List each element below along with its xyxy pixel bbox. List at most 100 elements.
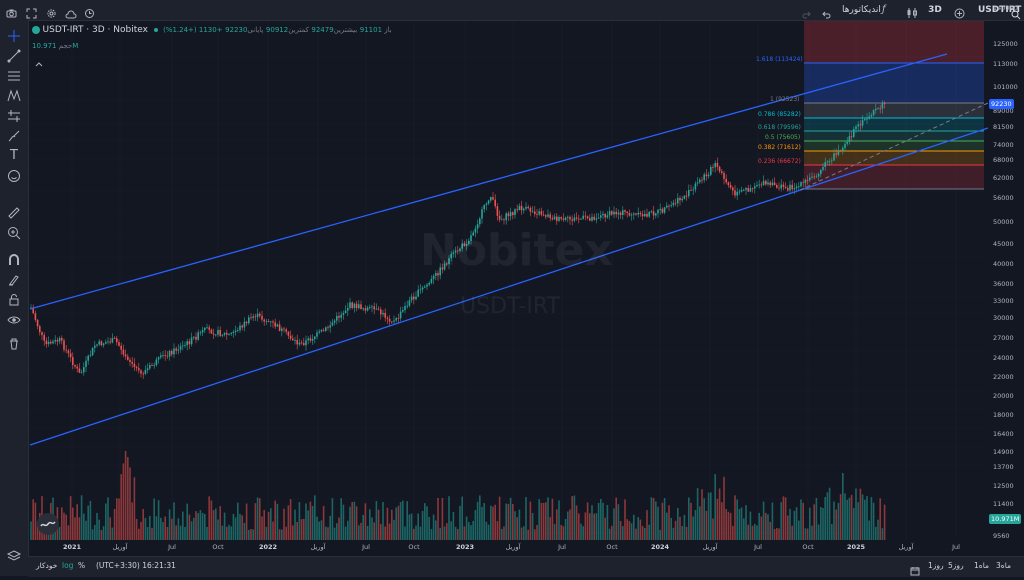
volume-bar bbox=[593, 513, 595, 540]
fib-zone bbox=[804, 103, 984, 118]
timeframe-button[interactable]: 3D bbox=[928, 5, 942, 15]
candle-body bbox=[336, 315, 338, 321]
percent-scale-button[interactable]: % bbox=[78, 561, 86, 570]
candle-body bbox=[164, 354, 166, 356]
fib-retracement-icon[interactable] bbox=[6, 68, 22, 84]
trash-icon[interactable] bbox=[6, 336, 22, 352]
candle-body bbox=[773, 182, 776, 185]
candle-body bbox=[626, 211, 628, 213]
candle-body bbox=[327, 327, 329, 329]
emoji-icon[interactable] bbox=[6, 168, 22, 184]
candle-body bbox=[820, 169, 822, 175]
zoom-in-icon[interactable] bbox=[6, 225, 22, 241]
camera-icon[interactable] bbox=[6, 4, 17, 18]
candle-body bbox=[613, 211, 615, 215]
collapse-chevron-icon[interactable] bbox=[34, 53, 44, 67]
calendar-goto-icon[interactable] bbox=[910, 561, 920, 576]
auto-scale-button[interactable]: خودکار bbox=[36, 561, 58, 570]
volume-bar bbox=[362, 514, 364, 540]
log-scale-button[interactable]: log bbox=[62, 561, 74, 570]
crosshair-icon[interactable] bbox=[6, 28, 22, 44]
volume-bar bbox=[298, 502, 301, 540]
volume-bar bbox=[844, 493, 846, 540]
range-3m-button[interactable]: 3ماه bbox=[996, 561, 1012, 570]
timezone-clock[interactable]: (UTC+3:30) 16:21:31 bbox=[96, 561, 176, 570]
candle-body bbox=[864, 119, 866, 121]
pattern-icon[interactable] bbox=[6, 88, 22, 104]
volume-bar bbox=[514, 511, 516, 540]
candle-body bbox=[479, 218, 481, 225]
candle-body bbox=[446, 263, 448, 265]
function-fx-icon[interactable]: ƒ bbox=[882, 4, 886, 15]
range-1d-button[interactable]: 1روز bbox=[928, 561, 944, 570]
volume-bar bbox=[256, 497, 259, 540]
candle-body bbox=[274, 322, 276, 327]
candle-body bbox=[215, 334, 217, 336]
legend-title[interactable]: USDT-IRT · 3D · Nobitex bbox=[42, 25, 148, 35]
volume-bar bbox=[663, 498, 666, 540]
candle-body bbox=[69, 353, 72, 358]
layers-icon[interactable] bbox=[6, 548, 22, 564]
text-tool-icon[interactable]: T bbox=[10, 148, 18, 163]
candle-body bbox=[600, 215, 602, 218]
candle-body bbox=[435, 273, 437, 276]
candle-body bbox=[509, 212, 512, 217]
stay-drawing-icon[interactable] bbox=[6, 272, 22, 288]
cloud-save-icon[interactable] bbox=[65, 5, 77, 19]
symbol-search-button[interactable]: USDTIRT bbox=[978, 5, 1022, 15]
search-icon[interactable] bbox=[1011, 5, 1021, 20]
candle-body bbox=[107, 341, 109, 343]
candle-body bbox=[619, 212, 622, 215]
volume-bar bbox=[509, 497, 512, 540]
volume-bar bbox=[641, 526, 644, 540]
candle-style-icon[interactable] bbox=[906, 4, 918, 18]
volume-bar bbox=[780, 502, 782, 540]
volume-bar bbox=[289, 499, 292, 540]
price-tick: 140000 bbox=[993, 4, 1018, 12]
volume-bar bbox=[142, 509, 144, 540]
settings-gear-icon[interactable] bbox=[46, 4, 57, 18]
candle-body bbox=[377, 308, 380, 310]
top-toolbar: اندیکاتورها ƒ 3D USDTIRT bbox=[0, 0, 1024, 21]
range-1m-button[interactable]: 1ماه bbox=[974, 561, 990, 570]
candle-body bbox=[701, 179, 703, 181]
magnet-icon[interactable] bbox=[6, 252, 22, 268]
time-tick: Oct bbox=[408, 543, 420, 551]
compare-add-icon[interactable] bbox=[954, 4, 965, 19]
range-5d-button[interactable]: 5روز bbox=[948, 561, 964, 570]
candle-body bbox=[144, 370, 147, 374]
volume-bar bbox=[883, 504, 886, 540]
indicators-button[interactable]: اندیکاتورها bbox=[842, 5, 881, 15]
volume-bar bbox=[672, 527, 675, 540]
undo-icon[interactable] bbox=[821, 5, 831, 19]
last-price-badge: 92230 bbox=[989, 99, 1014, 109]
brush-icon[interactable] bbox=[6, 128, 22, 144]
candle-body bbox=[307, 338, 309, 341]
candle-body bbox=[232, 331, 235, 334]
volume-bar bbox=[743, 518, 745, 540]
volume-bar bbox=[872, 502, 875, 540]
volume-bar bbox=[109, 517, 111, 540]
lock-icon[interactable] bbox=[6, 292, 22, 308]
ruler-icon[interactable] bbox=[6, 205, 22, 221]
candle-body bbox=[879, 108, 881, 110]
fib-level-label: 1.618 (113424) bbox=[756, 56, 803, 63]
prediction-icon[interactable] bbox=[6, 108, 22, 124]
volume-bar bbox=[703, 498, 705, 540]
trend-line-icon[interactable] bbox=[6, 48, 22, 64]
candle-body bbox=[538, 211, 540, 215]
volume-bar bbox=[296, 521, 298, 540]
redo-icon[interactable] bbox=[802, 5, 812, 19]
candle-body bbox=[593, 216, 595, 220]
fullscreen-icon[interactable] bbox=[26, 4, 37, 19]
volume-bar bbox=[193, 517, 195, 540]
time-tick: 2021 bbox=[62, 543, 82, 551]
candle-body bbox=[648, 211, 650, 217]
candle-body bbox=[364, 308, 367, 311]
alert-clock-icon[interactable] bbox=[84, 4, 95, 18]
eye-icon[interactable] bbox=[6, 312, 22, 328]
candle-body bbox=[795, 186, 798, 189]
volume-bar bbox=[648, 524, 650, 540]
candle-body bbox=[197, 332, 199, 340]
